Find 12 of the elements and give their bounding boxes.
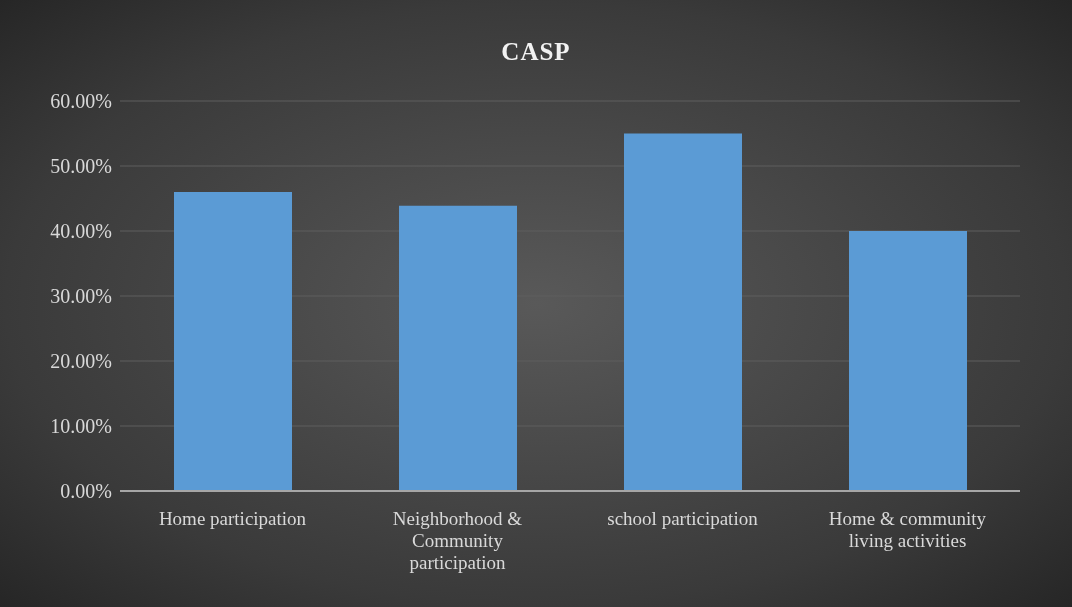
y-tick-label: 10.00% (50, 415, 112, 438)
x-tick-label: school participation (607, 508, 759, 529)
y-tick-label: 20.00% (50, 350, 112, 373)
x-tick-label: Home & community living activities (828, 508, 987, 551)
chart-title: CASP (500, 38, 572, 66)
y-tick-label: 30.00% (50, 285, 112, 308)
y-tick-label: 40.00% (50, 220, 112, 243)
y-tick-label: 50.00% (50, 155, 112, 178)
y-tick-label: 0.00% (60, 480, 112, 503)
x-tick-label: Home participation (158, 508, 307, 529)
y-tick-label: 60.00% (50, 90, 112, 113)
x-tick-label: Neighborhood & Community participation (392, 508, 523, 573)
